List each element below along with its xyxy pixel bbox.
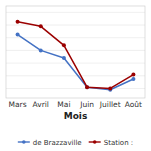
grid-line <box>6 25 145 26</box>
x-tick-label: Mai <box>57 100 70 109</box>
grid-line <box>6 12 145 13</box>
series-point <box>39 48 43 52</box>
series-point <box>39 24 43 28</box>
x-axis-label: Mois <box>64 111 88 121</box>
legend-item: de Brazzaville <box>18 139 82 147</box>
series-point <box>131 77 135 81</box>
legend: de Brazzaville Station : <box>18 139 133 147</box>
series-point <box>62 56 66 60</box>
series-point <box>62 43 66 47</box>
grid-line <box>6 63 145 64</box>
grid-line <box>6 50 145 51</box>
series-line <box>18 22 134 89</box>
x-axis: Mars Avril Mai Juin Juillet Août <box>9 100 143 109</box>
legend-marker <box>22 140 26 144</box>
x-tick-label: Août <box>125 100 142 109</box>
plot-frame <box>6 6 145 98</box>
x-tick-label: Mars <box>9 100 27 109</box>
series-point <box>16 20 20 24</box>
x-tick-label: Avril <box>33 100 49 109</box>
grid-line <box>6 37 145 38</box>
series-point <box>85 85 89 89</box>
grid <box>6 12 145 88</box>
series-point <box>85 85 89 89</box>
grid-line <box>6 88 145 89</box>
data-layer <box>16 20 136 92</box>
series-point <box>16 33 20 37</box>
series-point <box>131 73 135 77</box>
x-tick-label: Juin <box>79 100 94 109</box>
series-point <box>108 86 112 90</box>
chart: Mars Avril Mai Juin Juillet Août Mois de Brazza… <box>0 0 151 151</box>
legend-marker <box>93 140 97 144</box>
legend-label: de Brazzaville <box>33 139 82 147</box>
legend-item: Station : <box>89 139 133 147</box>
x-tick-label: Juillet <box>99 100 121 109</box>
grid-line <box>6 75 145 76</box>
series-line <box>18 35 134 90</box>
legend-label: Station : <box>104 139 133 147</box>
